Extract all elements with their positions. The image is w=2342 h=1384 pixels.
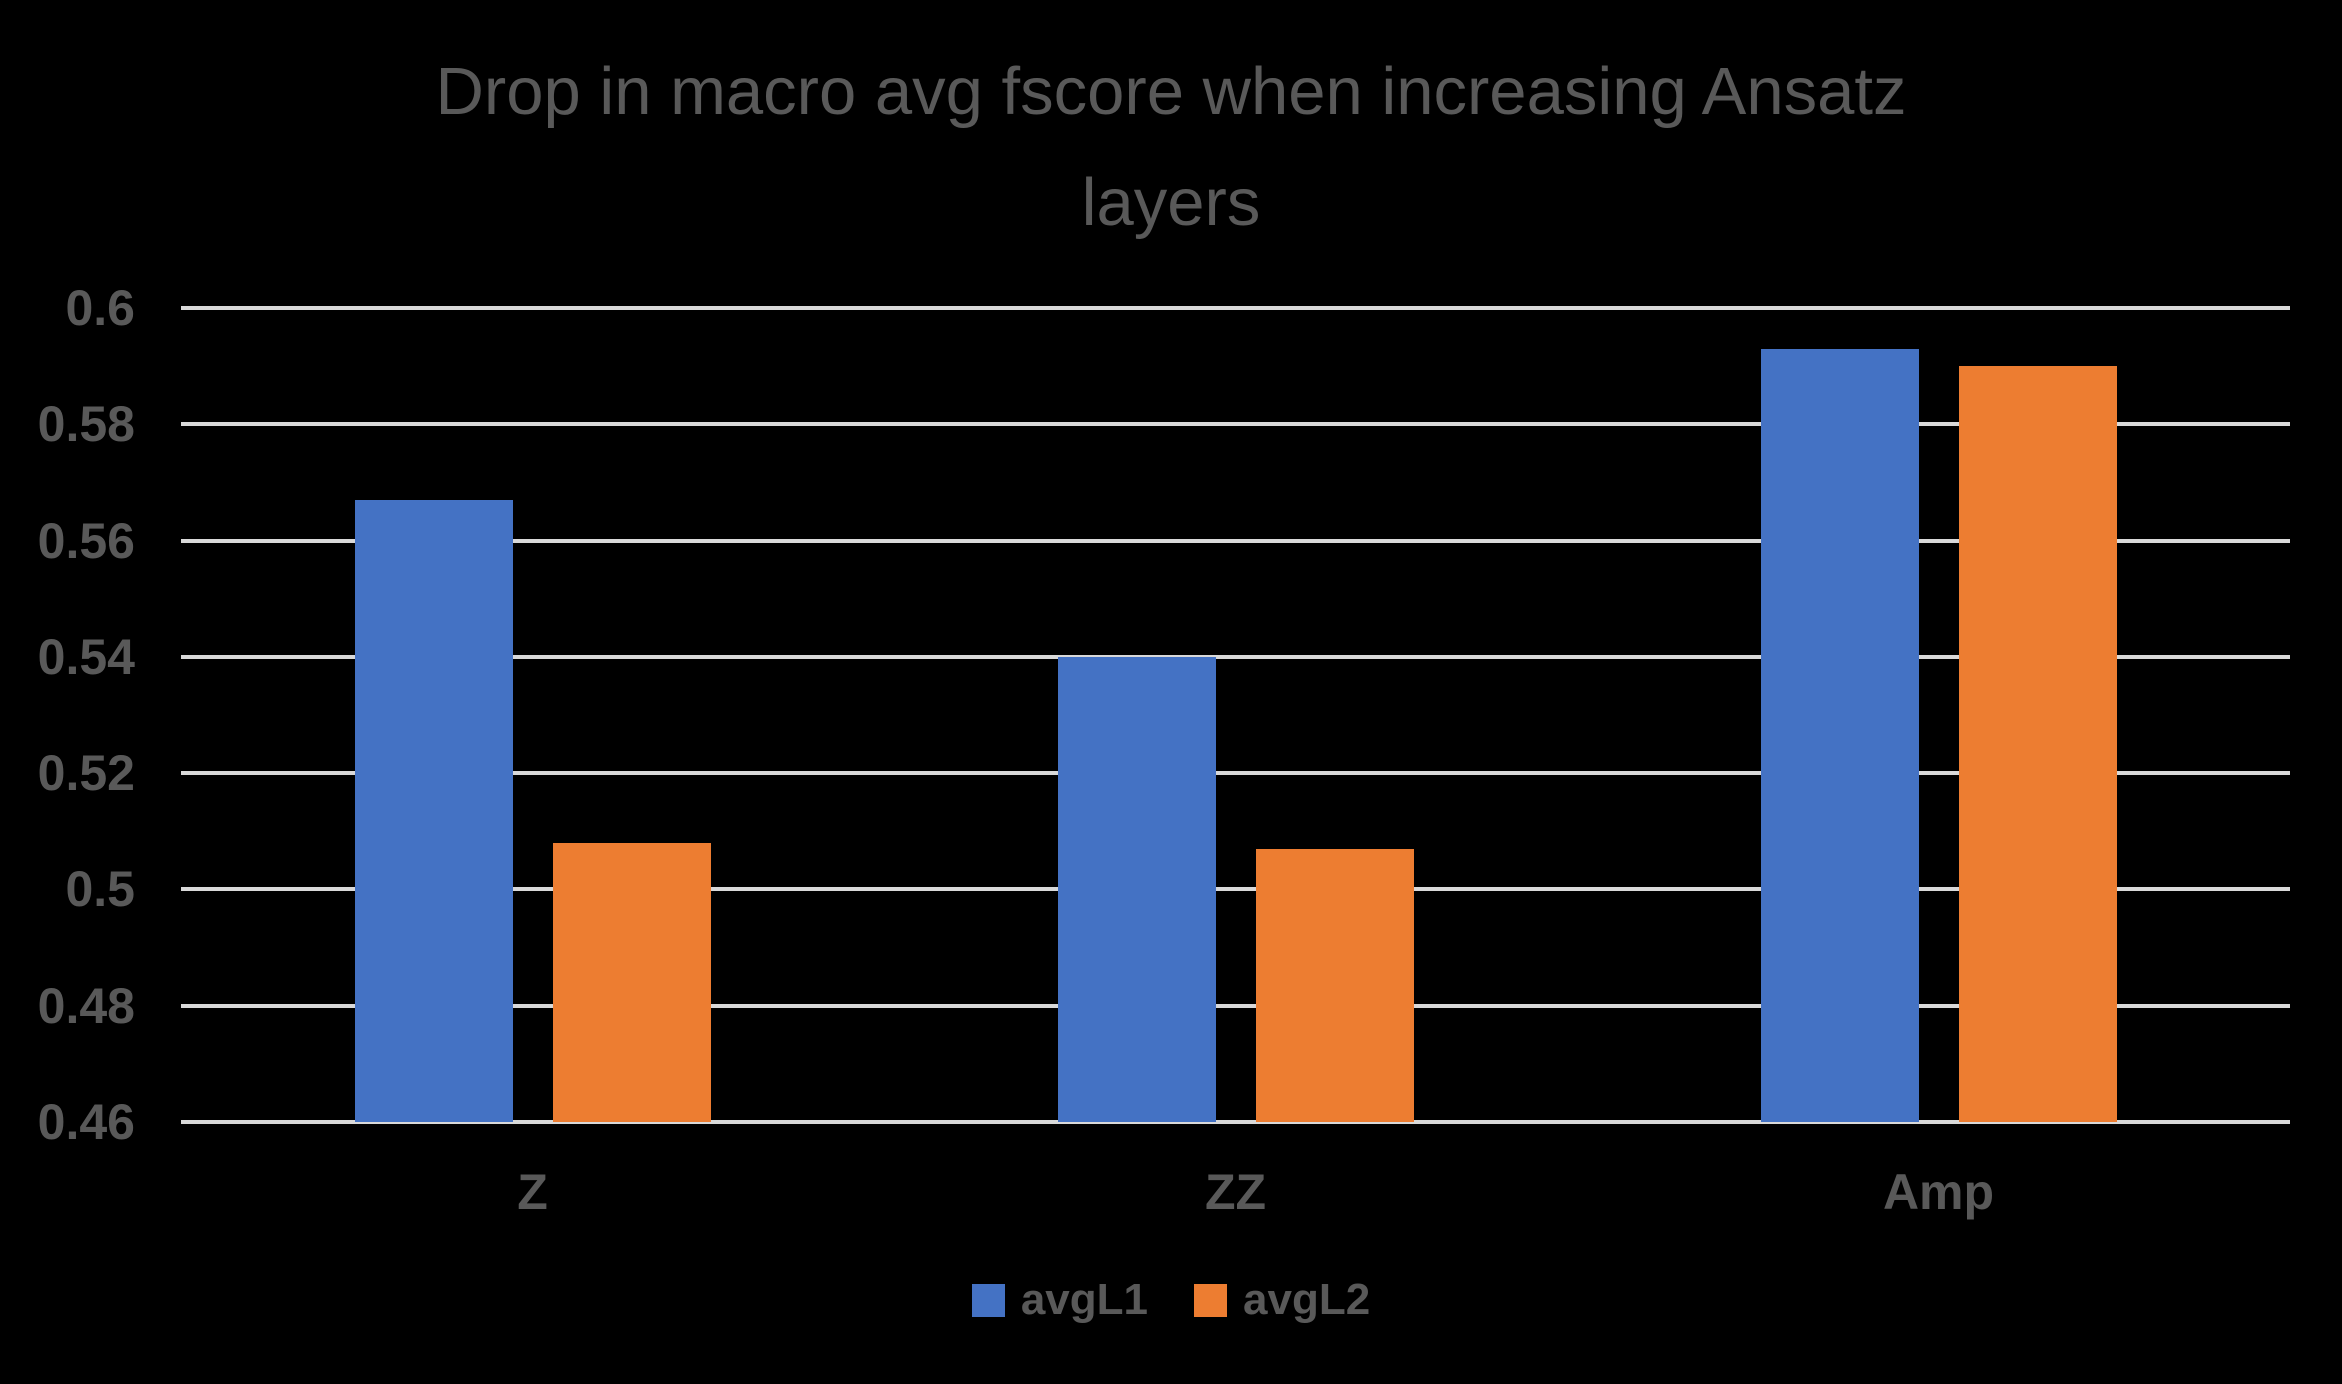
bar-avgL2-Amp xyxy=(1959,366,2117,1122)
chart-title-line-1: Drop in macro avg fscore when increasing… xyxy=(435,54,1907,129)
legend-item-avgL1: avgL1 xyxy=(971,1275,1148,1324)
x-category-label-Amp: Amp xyxy=(1882,1164,1995,1220)
y-tick-label-0.52: 0.52 xyxy=(37,745,135,801)
y-tick-label-0.5: 0.5 xyxy=(65,861,135,917)
gridline-0.46 xyxy=(181,1120,2290,1124)
legend: avgL1 avgL2 xyxy=(0,1278,2342,1322)
y-tick-label-0.56: 0.56 xyxy=(37,513,135,569)
gridline-0.56 xyxy=(181,539,2290,543)
y-tick-label-0.48: 0.48 xyxy=(37,978,135,1034)
gridline-0.52 xyxy=(181,771,2290,775)
y-tick-label-0.58: 0.58 xyxy=(37,396,135,452)
legend-item-avgL2: avgL2 xyxy=(1194,1278,1370,1322)
legend-label-avgL2: avgL2 xyxy=(1243,1275,1371,1324)
gridline-0.58 xyxy=(181,422,2290,426)
plot-area xyxy=(181,306,2290,1124)
bar-avgL2-ZZ xyxy=(1256,849,1414,1122)
x-category-label-ZZ: ZZ xyxy=(1204,1164,1267,1220)
bar-avgL2-Z xyxy=(553,843,711,1122)
legend-swatch-avgL1 xyxy=(971,1283,1005,1317)
chart-title: Drop in macro avg fscore when increasing… xyxy=(0,36,2342,258)
gridline-0.54 xyxy=(181,655,2290,659)
chart-title-line-2: layers xyxy=(1081,165,1261,240)
bar-group-Amp xyxy=(1587,308,2290,1122)
y-tick-label-0.54: 0.54 xyxy=(37,629,135,685)
legend-swatch-avgL2 xyxy=(1194,1283,1227,1317)
bar-avgL1-ZZ xyxy=(1058,657,1216,1122)
y-tick-label-0.46: 0.46 xyxy=(37,1094,135,1150)
gridline-0.5 xyxy=(181,887,2290,891)
bar-group-Z xyxy=(181,308,884,1122)
bar-avgL1-Amp xyxy=(1761,349,1919,1122)
y-tick-label-0.6: 0.6 xyxy=(65,280,135,336)
bar-group-ZZ xyxy=(884,308,1587,1122)
gridline-0.6 xyxy=(181,306,2290,310)
bar-avgL1-Z xyxy=(355,500,513,1122)
gridline-0.48 xyxy=(181,1004,2290,1008)
x-category-label-Z: Z xyxy=(517,1164,548,1220)
legend-label-avgL1: avgL1 xyxy=(1020,1275,1148,1324)
